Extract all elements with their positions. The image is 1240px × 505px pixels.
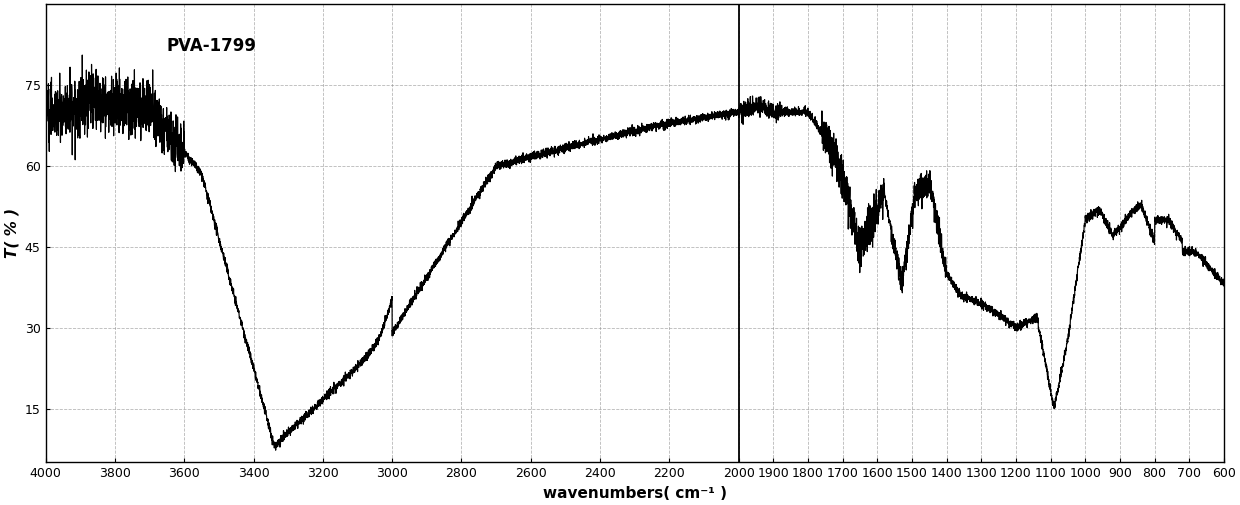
X-axis label: wavenumbers( cm⁻¹ ): wavenumbers( cm⁻¹ ) [543,486,727,501]
Text: PVA-1799: PVA-1799 [167,36,257,55]
Y-axis label: T( % ): T( % ) [4,208,19,259]
